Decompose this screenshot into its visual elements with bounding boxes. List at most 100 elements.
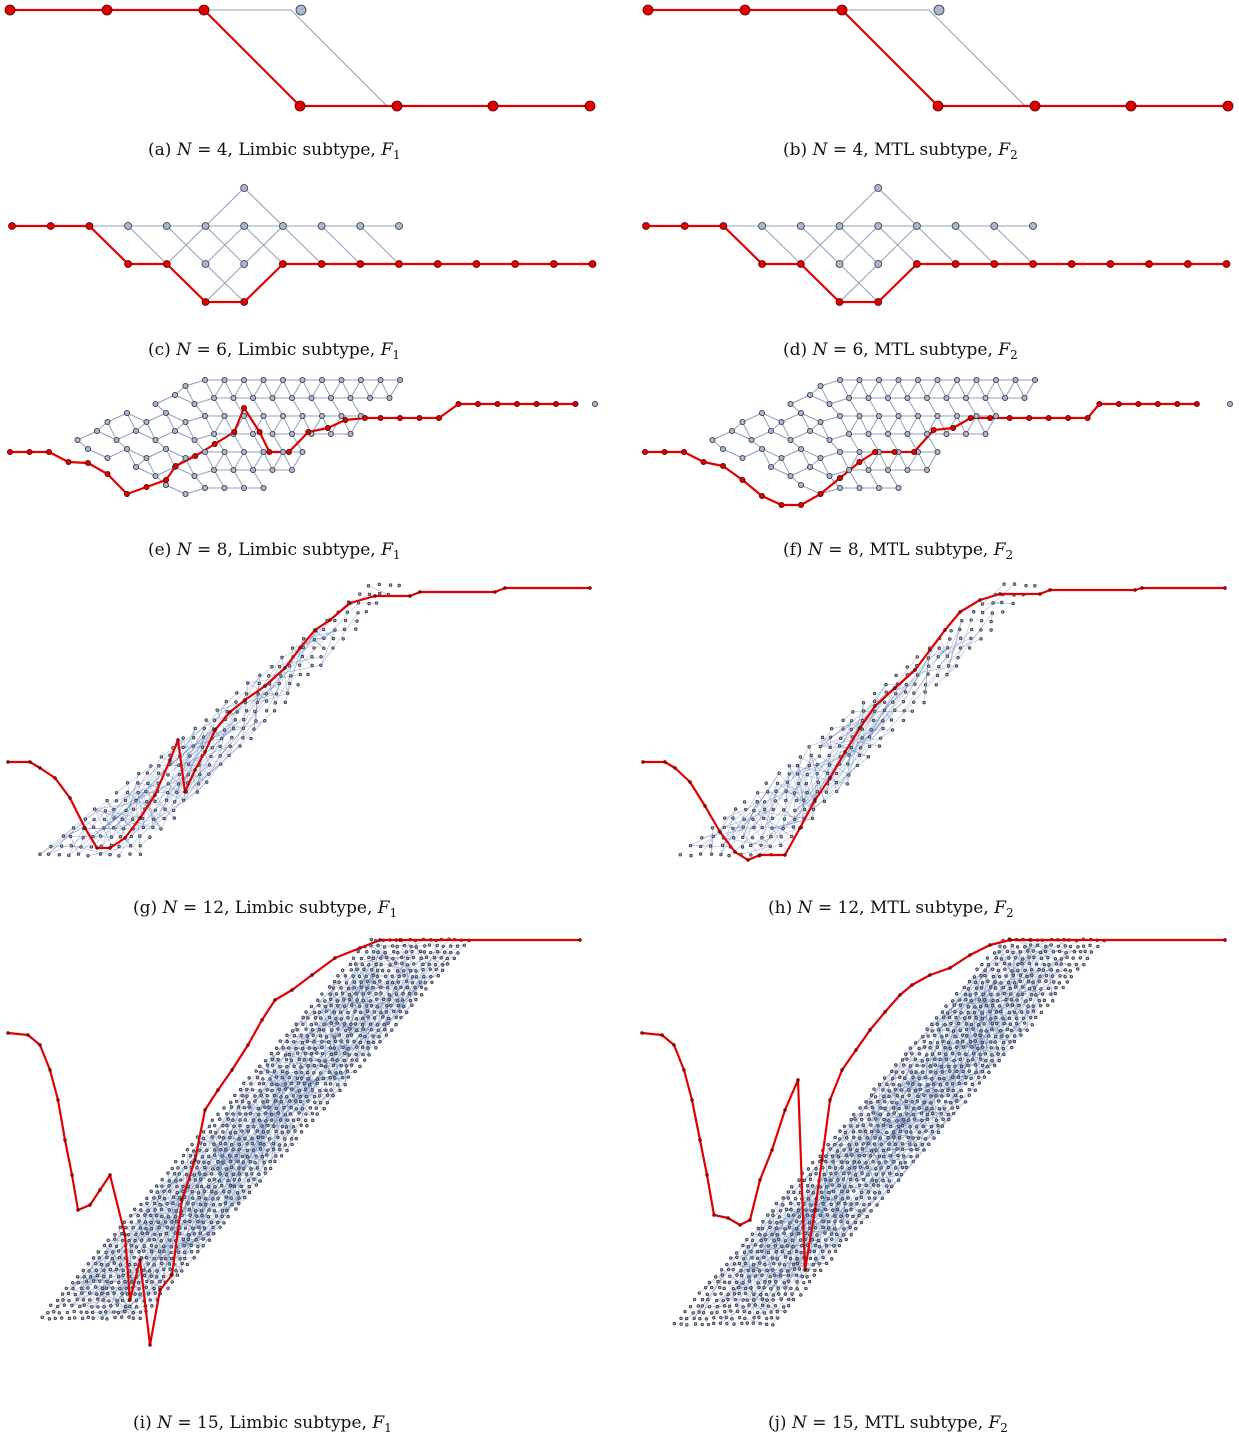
path-node bbox=[813, 798, 817, 802]
graph-node bbox=[38, 852, 42, 856]
graph-edge bbox=[959, 1060, 1000, 1084]
graph-edge bbox=[302, 379, 312, 399]
graph-node bbox=[177, 763, 181, 767]
graph-node bbox=[235, 1191, 240, 1195]
graph-node bbox=[174, 1219, 179, 1224]
graph-node bbox=[196, 1244, 200, 1249]
graph-node bbox=[1003, 967, 1007, 971]
graph-node bbox=[969, 999, 974, 1003]
graph-node bbox=[877, 1082, 882, 1087]
graph-node bbox=[917, 1052, 922, 1056]
graph-node bbox=[315, 1081, 319, 1086]
graph-node bbox=[859, 746, 863, 750]
path-node bbox=[553, 400, 560, 407]
graph-node bbox=[116, 1311, 120, 1315]
graph-node bbox=[49, 1303, 53, 1307]
graph-edge bbox=[838, 1137, 855, 1157]
graph-node bbox=[739, 454, 746, 461]
path-node bbox=[572, 400, 579, 407]
graph-node bbox=[56, 1304, 60, 1309]
graph-edge bbox=[807, 756, 841, 775]
graph-node bbox=[375, 974, 379, 979]
graph-node bbox=[134, 1305, 139, 1309]
graph-node bbox=[949, 1021, 953, 1026]
graph-node bbox=[984, 1003, 989, 1008]
graph-node bbox=[947, 1015, 952, 1020]
graph-node bbox=[802, 1178, 807, 1183]
graph-edge bbox=[898, 451, 908, 471]
graph-node bbox=[271, 1141, 275, 1146]
graph-edge bbox=[836, 711, 876, 783]
graph-node bbox=[1031, 1009, 1036, 1013]
graph-node bbox=[826, 436, 833, 443]
graph-node bbox=[237, 1172, 242, 1176]
graph-node bbox=[846, 1220, 850, 1225]
graph-node bbox=[146, 1262, 150, 1266]
graph-node bbox=[394, 1022, 398, 1027]
graph-node bbox=[436, 974, 440, 978]
graph-node bbox=[201, 1220, 205, 1225]
graph-node bbox=[250, 1172, 254, 1176]
graph-node bbox=[149, 1227, 154, 1231]
graph-node bbox=[289, 674, 293, 678]
graph-node bbox=[320, 1051, 325, 1056]
graph-edge bbox=[851, 1186, 876, 1194]
graph-edge bbox=[1017, 946, 1029, 1007]
graph-node bbox=[342, 1022, 346, 1026]
graph-node bbox=[313, 1016, 318, 1020]
graph-node bbox=[847, 1171, 851, 1175]
graph-edge bbox=[898, 379, 908, 399]
graph-node bbox=[207, 763, 212, 767]
graph-edge bbox=[393, 958, 448, 1012]
graph-node bbox=[418, 980, 422, 984]
graph-node bbox=[1081, 944, 1086, 948]
graph-node bbox=[205, 1148, 209, 1153]
graph-node bbox=[787, 472, 794, 479]
graph-node bbox=[312, 1010, 317, 1015]
graph-node bbox=[394, 992, 399, 996]
graph-edge bbox=[777, 783, 814, 810]
graph-node bbox=[169, 1250, 173, 1255]
graph-edge bbox=[965, 994, 973, 1048]
graph-node bbox=[978, 1052, 982, 1057]
graph-node bbox=[281, 1069, 285, 1074]
graph-node bbox=[771, 1213, 775, 1217]
graph-node bbox=[909, 1154, 913, 1159]
graph-node bbox=[770, 816, 775, 821]
graph-node bbox=[797, 1178, 801, 1182]
graph-edge bbox=[321, 225, 361, 265]
path-node bbox=[1125, 100, 1137, 112]
graph-edge bbox=[942, 1011, 964, 1042]
graph-node bbox=[274, 1075, 279, 1079]
graph-edge bbox=[221, 675, 261, 739]
path-node bbox=[435, 414, 442, 421]
graph-node bbox=[138, 1226, 143, 1230]
graph-edge bbox=[243, 451, 254, 471]
graph-node bbox=[997, 1058, 1001, 1063]
graph-node bbox=[294, 1107, 299, 1111]
graph-node bbox=[247, 1190, 252, 1195]
graph-edge bbox=[1080, 940, 1105, 959]
path-node bbox=[76, 1208, 80, 1212]
graph-node bbox=[353, 1009, 357, 1014]
path-node bbox=[278, 260, 287, 268]
graph-node bbox=[424, 987, 428, 991]
graph-edge bbox=[422, 952, 451, 965]
graph-node bbox=[842, 1148, 846, 1152]
graph-node bbox=[877, 1191, 882, 1195]
graph-node bbox=[153, 1208, 157, 1212]
graph-node bbox=[171, 427, 178, 434]
graph-node bbox=[354, 962, 358, 966]
graph-node bbox=[108, 1243, 112, 1248]
graph-node bbox=[328, 1046, 333, 1050]
graph-n12-limbic bbox=[6, 582, 592, 858]
graph-node bbox=[856, 412, 863, 419]
graph-node bbox=[900, 1147, 905, 1152]
graph-node bbox=[197, 1148, 202, 1152]
graph-node bbox=[942, 1107, 947, 1111]
graph-node bbox=[230, 394, 237, 401]
graph-node bbox=[317, 1094, 322, 1098]
graph-node bbox=[770, 826, 774, 830]
path-node bbox=[739, 476, 746, 483]
graph-node bbox=[92, 817, 96, 822]
